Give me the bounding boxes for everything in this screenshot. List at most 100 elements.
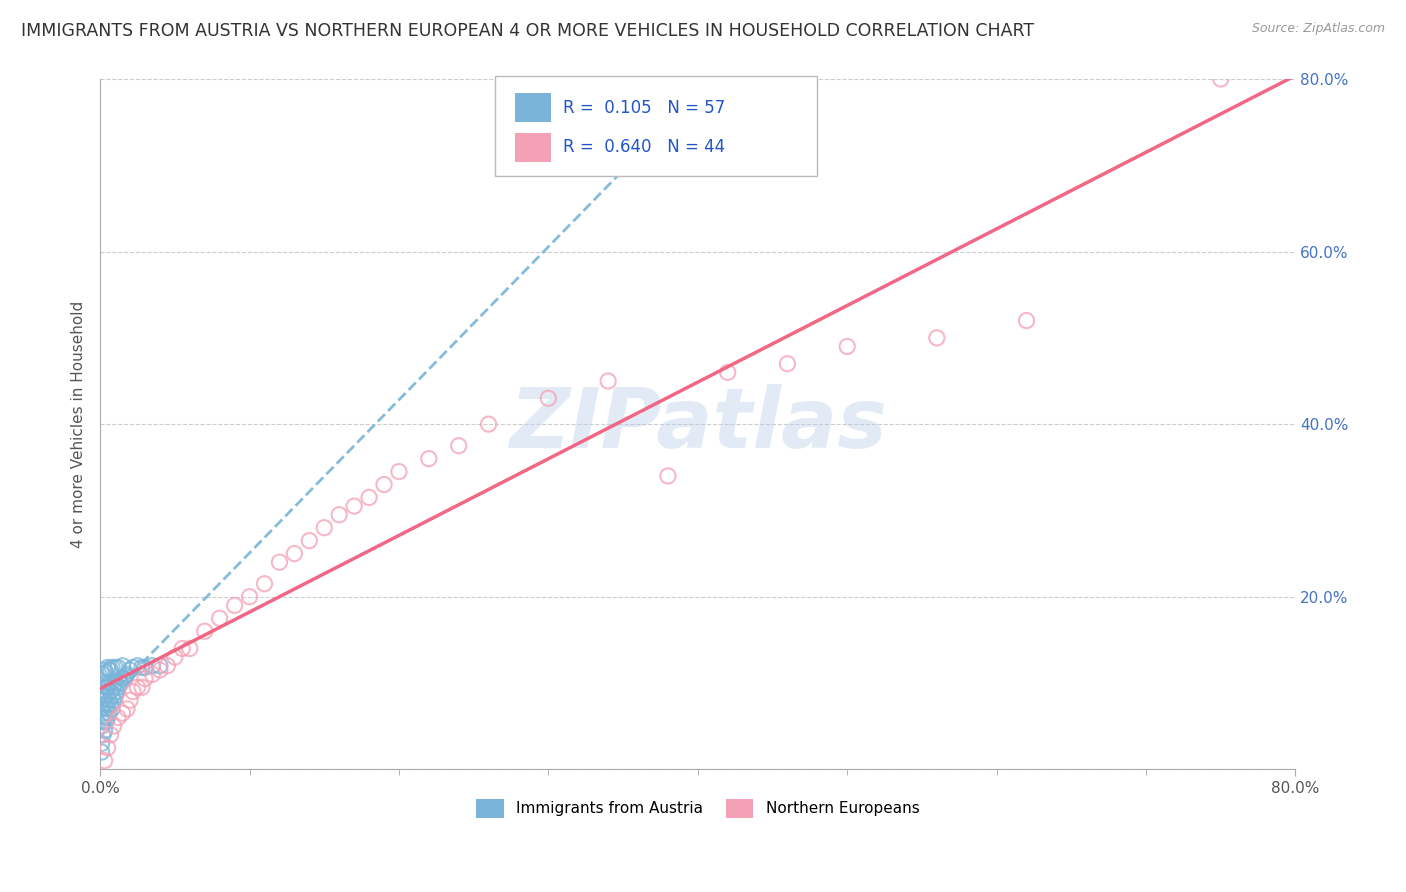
Point	[343, 499, 366, 513]
Point	[1015, 313, 1038, 327]
Point	[93, 698, 115, 712]
Point	[91, 693, 114, 707]
Point	[149, 663, 172, 677]
Point	[104, 660, 127, 674]
Text: R =  0.105   N = 57: R = 0.105 N = 57	[562, 99, 725, 117]
Point	[134, 672, 156, 686]
Point	[103, 719, 125, 733]
Point	[97, 710, 120, 724]
Bar	[515, 94, 551, 122]
Point	[776, 357, 799, 371]
Point	[224, 599, 246, 613]
Point	[111, 706, 134, 721]
Point	[105, 684, 128, 698]
Point	[131, 681, 153, 695]
Point	[91, 706, 114, 721]
Point	[298, 533, 321, 548]
Point	[115, 667, 138, 681]
Point	[100, 663, 122, 677]
Point	[115, 702, 138, 716]
Point	[328, 508, 350, 522]
Bar	[515, 133, 551, 161]
Point	[388, 465, 411, 479]
Point	[253, 576, 276, 591]
Point	[114, 669, 136, 683]
Point	[127, 658, 149, 673]
Point	[107, 681, 129, 695]
Point	[93, 663, 115, 677]
Point	[90, 745, 112, 759]
Y-axis label: 4 or more Vehicles in Household: 4 or more Vehicles in Household	[72, 301, 86, 548]
Point	[94, 665, 117, 680]
Point	[90, 736, 112, 750]
Point	[657, 469, 679, 483]
Point	[314, 521, 336, 535]
Point	[91, 676, 114, 690]
Point	[101, 660, 124, 674]
Point	[478, 417, 501, 431]
Point	[104, 676, 127, 690]
Point	[93, 684, 115, 698]
Point	[163, 650, 186, 665]
Point	[93, 710, 115, 724]
Point	[127, 681, 149, 695]
Point	[97, 698, 120, 712]
Point	[91, 667, 114, 681]
Point	[269, 555, 291, 569]
Point	[97, 681, 120, 695]
Point	[97, 740, 120, 755]
Point	[94, 714, 117, 729]
Text: IMMIGRANTS FROM AUSTRIA VS NORTHERN EUROPEAN 4 OR MORE VEHICLES IN HOUSEHOLD COR: IMMIGRANTS FROM AUSTRIA VS NORTHERN EURO…	[21, 22, 1035, 40]
Point	[598, 374, 620, 388]
Point	[134, 660, 156, 674]
Point	[100, 684, 122, 698]
Point	[103, 681, 125, 695]
Point	[100, 728, 122, 742]
Point	[100, 698, 122, 712]
Point	[103, 693, 125, 707]
Point	[111, 672, 134, 686]
Point	[1209, 72, 1232, 87]
Point	[118, 663, 141, 677]
Point	[179, 641, 201, 656]
Point	[98, 706, 121, 721]
Point	[94, 681, 117, 695]
Point	[101, 702, 124, 716]
Text: ZIPatlas: ZIPatlas	[509, 384, 887, 465]
Point	[90, 719, 112, 733]
Point	[118, 693, 141, 707]
Point	[359, 491, 381, 505]
Point	[717, 365, 740, 379]
Point	[110, 676, 132, 690]
Point	[104, 689, 127, 703]
Point	[94, 689, 117, 703]
Point	[373, 477, 395, 491]
Point	[90, 702, 112, 716]
Point	[101, 689, 124, 703]
Point	[141, 667, 163, 681]
FancyBboxPatch shape	[495, 76, 817, 176]
Point	[141, 658, 163, 673]
Point	[93, 754, 115, 768]
Point	[112, 672, 135, 686]
Point	[91, 714, 114, 729]
Legend: Immigrants from Austria, Northern Europeans: Immigrants from Austria, Northern Europe…	[470, 793, 925, 824]
Point	[447, 439, 470, 453]
Point	[283, 547, 305, 561]
Point	[238, 590, 260, 604]
Point	[98, 676, 121, 690]
Text: R =  0.640   N = 44: R = 0.640 N = 44	[562, 138, 725, 156]
Point	[111, 658, 134, 673]
Point	[418, 451, 440, 466]
Point	[194, 624, 217, 639]
Point	[208, 611, 231, 625]
Point	[131, 660, 153, 674]
Point	[108, 676, 131, 690]
Point	[537, 391, 560, 405]
Point	[107, 660, 129, 674]
Point	[149, 658, 172, 673]
Point	[837, 339, 859, 353]
Point	[91, 728, 114, 742]
Point	[172, 641, 194, 656]
Point	[94, 702, 117, 716]
